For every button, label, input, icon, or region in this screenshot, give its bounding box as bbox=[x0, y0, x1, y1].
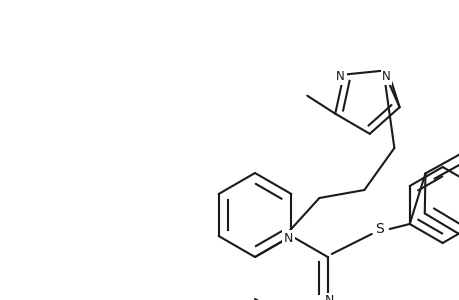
Text: S: S bbox=[375, 222, 383, 236]
Text: N: N bbox=[381, 70, 390, 83]
Text: N: N bbox=[336, 70, 344, 83]
Text: N: N bbox=[283, 232, 292, 244]
Text: N: N bbox=[325, 295, 334, 300]
